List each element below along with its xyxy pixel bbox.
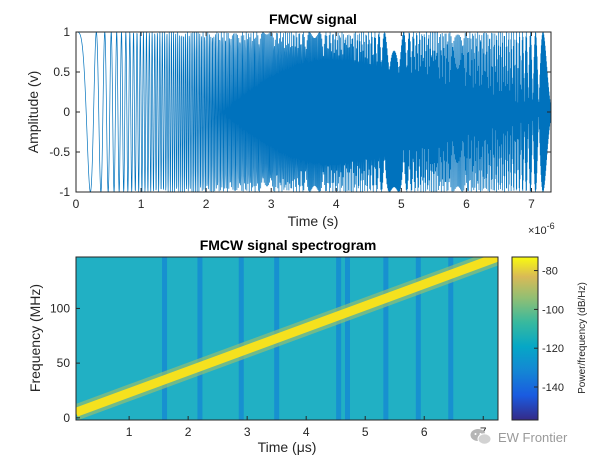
spectrogram-dark-column <box>336 257 342 420</box>
spectrogram-frame <box>75 256 499 421</box>
spectrogram-dark-column <box>238 257 244 420</box>
signal-y-tick-label: 1 <box>63 25 70 39</box>
signal-x-tick-label: 1 <box>138 197 145 211</box>
signal-x-ticks: 0 1 2 3 4 5 6 7 <box>73 32 535 211</box>
signal-y-tick-label: 0 <box>63 105 70 119</box>
spectrogram-x-axis-label: Time (μs) <box>258 439 317 455</box>
spectrogram-dark-column <box>162 257 168 420</box>
spectrogram-x-tick-label: 4 <box>303 425 310 439</box>
colorbar-label: Power/frequency (dB/Hz) <box>577 282 588 394</box>
spectrogram-dark-column <box>448 257 454 420</box>
spectrogram-x-tick-label: 1 <box>126 425 133 439</box>
colorbar-tick-label: -80 <box>542 266 558 278</box>
wechat-icon <box>470 428 492 446</box>
watermark-text: EW Frontier <box>498 429 568 445</box>
signal-y-tick-label: -0.5 <box>49 145 70 159</box>
spectrogram-y-axis-label: Frequency (MHz) <box>27 284 43 392</box>
spectrogram-x-tick-label: 3 <box>244 425 251 439</box>
spectrogram-y-tick-label: 100 <box>50 301 70 315</box>
colorbar <box>511 256 539 421</box>
signal-y-tick-label: 0.5 <box>53 65 70 79</box>
spectrogram-dark-column <box>344 257 350 420</box>
spectrogram-ridge <box>76 257 498 417</box>
spectrogram-dark-column <box>415 257 421 420</box>
signal-x-tick-label: 5 <box>398 197 405 211</box>
signal-plot-title: FMCW signal <box>269 11 357 27</box>
signal-y-tick-label: -1 <box>59 185 70 199</box>
spectrogram-y-tick-label: 50 <box>57 356 71 370</box>
colorbar-tick-label: -100 <box>542 304 564 316</box>
spectrogram-x-tick-label: 6 <box>421 425 428 439</box>
spectrogram-y-ticks: 0 50 100 <box>50 301 80 425</box>
spectrogram-x-tick-label: 5 <box>362 425 369 439</box>
colorbar-ticks: -80 -100 -120 -140 <box>534 266 564 394</box>
signal-series-line <box>76 32 551 192</box>
colorbar-tick-label: -120 <box>542 343 564 355</box>
spectrogram-dark-column <box>197 257 203 420</box>
watermark: EW Frontier <box>470 428 567 446</box>
signal-x-tick-label: 7 <box>528 197 535 211</box>
signal-x-tick-label: 6 <box>463 197 470 211</box>
signal-x-tick-label: 0 <box>73 197 80 211</box>
signal-x-tick-label: 2 <box>203 197 210 211</box>
signal-x-tick-label: 4 <box>333 197 340 211</box>
signal-x-tick-label: 3 <box>268 197 275 211</box>
spectrogram-y-tick-label: 0 <box>63 411 70 425</box>
spectrogram-ridge-group <box>76 257 498 420</box>
signal-plot: FMCW signal 0 1 2 3 4 5 6 7 -1 -0.5 0 0.5 1 Time (s… <box>25 11 555 237</box>
colorbar-tick-label: -140 <box>542 382 564 394</box>
spectrogram-x-tick-label: 2 <box>185 425 192 439</box>
spectrogram-dark-column <box>383 257 389 420</box>
signal-y-axis-label: Amplitude (v) <box>25 71 41 153</box>
signal-x-axis-label: Time (s) <box>288 213 339 229</box>
signal-x-multiplier: ×10-6 <box>528 221 555 237</box>
spectrogram-title: FMCW signal spectrogram <box>200 237 377 253</box>
signal-y-ticks: -1 -0.5 0 0.5 1 <box>49 25 551 199</box>
